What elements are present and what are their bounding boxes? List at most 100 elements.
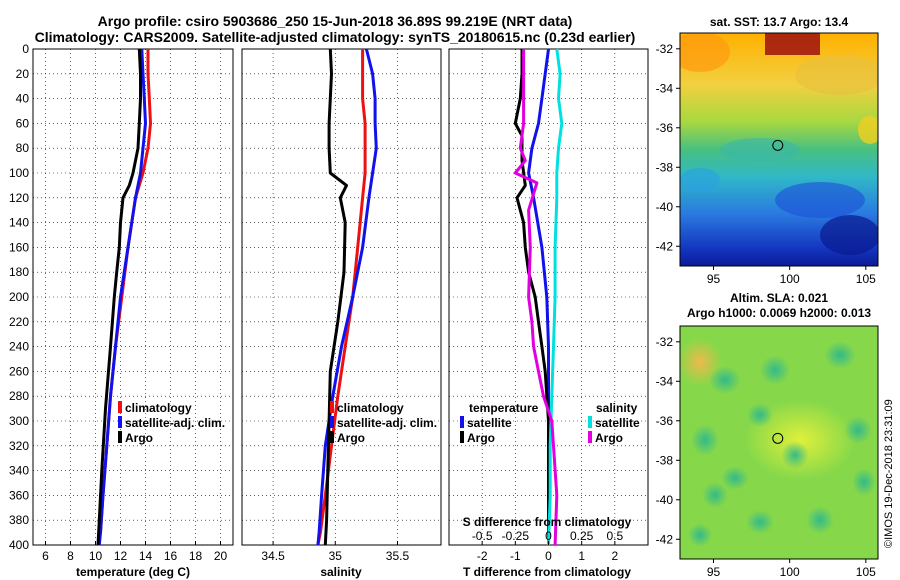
legend-swatch-argo bbox=[330, 431, 334, 443]
x-tick-label: -1 bbox=[510, 549, 521, 563]
lat-tick-label: -40 bbox=[656, 493, 674, 507]
legend-swatch-argo bbox=[118, 431, 122, 443]
sst-map: sat. SST: 13.7 Argo: 13.4 95 100 105 -32 -3… bbox=[656, 15, 879, 286]
lat-tick-label: -42 bbox=[656, 532, 674, 546]
x-tick-label: 18 bbox=[189, 549, 203, 563]
sla-map-title: Altim. SLA: 0.021 bbox=[730, 291, 828, 305]
y-tick-label: 120 bbox=[9, 191, 29, 205]
x-tick-label: 2 bbox=[611, 549, 618, 563]
legend-heading-temperature: temperature bbox=[469, 401, 539, 415]
s-diff-tick-label: 0 bbox=[545, 529, 552, 543]
x-tick-label: 16 bbox=[164, 549, 178, 563]
legend-label-satellite: satellite-adj. clim. bbox=[337, 416, 437, 430]
chart-title-line2: Climatology: CARS2009. Satellite-adjuste… bbox=[34, 29, 636, 45]
x-tick-label: 10 bbox=[89, 549, 103, 563]
x-tick-label: 1 bbox=[578, 549, 585, 563]
y-tick-label: 20 bbox=[16, 67, 30, 81]
lat-tick-label: -40 bbox=[656, 200, 674, 214]
legend-heading-salinity: salinity bbox=[596, 401, 638, 415]
y-tick-label: 0 bbox=[22, 42, 29, 56]
lon-tick-label: 100 bbox=[780, 565, 800, 579]
series-line-salinity-satellite bbox=[547, 48, 564, 546]
y-tick-label: 160 bbox=[9, 240, 29, 254]
y-tick-label: 40 bbox=[16, 92, 30, 106]
chart-title-line1: Argo profile: csiro 5903686_250 15-Jun-2… bbox=[97, 13, 573, 29]
credit-text: ©IMOS 19-Dec-2018 23:31:09 bbox=[883, 399, 895, 548]
legend-swatch-sal-argo bbox=[588, 431, 592, 443]
difference-top-x-label: S difference from climatology bbox=[463, 515, 632, 529]
legend-label-sal-argo: Argo bbox=[595, 431, 623, 445]
legend-swatch-sal-satellite bbox=[588, 416, 592, 428]
difference-legend: temperature satellite Argo salinity sate… bbox=[460, 401, 640, 445]
y-tick-label: 80 bbox=[16, 141, 30, 155]
x-tick-label: -2 bbox=[477, 549, 488, 563]
lon-tick-label: 95 bbox=[707, 565, 721, 579]
temperature-legend: climatology satellite-adj. clim. Argo bbox=[118, 401, 225, 445]
y-tick-label: 280 bbox=[9, 389, 29, 403]
lat-tick-label: -38 bbox=[656, 453, 674, 467]
series-line-salinity-argo bbox=[513, 49, 559, 546]
series-line-argo bbox=[96, 48, 142, 546]
legend-label-satellite: satellite-adj. clim. bbox=[125, 416, 225, 430]
legend-label-sal-satellite: satellite bbox=[595, 416, 640, 430]
y-tick-label: 400 bbox=[9, 538, 29, 552]
sla-image bbox=[680, 326, 878, 559]
x-tick-label: 14 bbox=[139, 549, 153, 563]
lat-tick-label: -38 bbox=[656, 160, 674, 174]
salinity-legend: climatology satellite-adj. clim. Argo bbox=[330, 401, 437, 445]
legend-label-argo: Argo bbox=[337, 431, 365, 445]
y-tick-label: 240 bbox=[9, 340, 29, 354]
legend-label-temp-argo: Argo bbox=[467, 431, 495, 445]
lat-tick-label: -36 bbox=[656, 121, 674, 135]
sla-map-subtitle: Argo h1000: 0.0069 h2000: 0.013 bbox=[687, 306, 871, 320]
y-tick-label: 220 bbox=[9, 315, 29, 329]
argo-location-marker bbox=[772, 139, 784, 151]
lon-tick-label: 100 bbox=[780, 272, 800, 286]
lat-tick-label: -42 bbox=[656, 239, 674, 253]
argo-location-marker bbox=[772, 432, 784, 444]
s-diff-tick-label: 0.25 bbox=[570, 529, 594, 543]
temperature-x-label: temperature (deg C) bbox=[76, 565, 190, 579]
legend-swatch-temp-satellite bbox=[460, 416, 464, 428]
legend-label-temp-satellite: satellite bbox=[467, 416, 512, 430]
salinity-panel: 34.5 35 35.5 salinity climatology satellit… bbox=[241, 48, 442, 579]
x-tick-label: 6 bbox=[42, 549, 49, 563]
series-line-satellite-adj-clim- bbox=[97, 48, 147, 546]
sst-image bbox=[680, 33, 878, 266]
x-tick-label: 20 bbox=[214, 549, 228, 563]
x-tick-label: 0 bbox=[545, 549, 552, 563]
difference-panel: -2 -1 0 1 2 -0.5 -0.25 0 0.25 0.5 T difference f… bbox=[448, 48, 649, 579]
legend-label-climatology: climatology bbox=[125, 401, 192, 415]
salinity-x-label: salinity bbox=[320, 565, 362, 579]
y-tick-label: 100 bbox=[9, 166, 29, 180]
series-line-temperature-argo bbox=[513, 49, 550, 545]
lat-tick-label: -34 bbox=[656, 374, 674, 388]
x-tick-label: 35 bbox=[329, 549, 343, 563]
x-tick-label: 35.5 bbox=[386, 549, 410, 563]
temperature-panel: 6 8 10 12 14 16 18 20 0 20 40 60 80 100 120 140 160 180 2… bbox=[9, 42, 234, 579]
y-tick-label: 140 bbox=[9, 216, 29, 230]
legend-label-argo: Argo bbox=[125, 431, 153, 445]
x-tick-label: 34.5 bbox=[261, 549, 285, 563]
lat-tick-label: -34 bbox=[656, 81, 674, 95]
sst-map-title: sat. SST: 13.7 Argo: 13.4 bbox=[710, 15, 849, 29]
x-tick-label: 8 bbox=[67, 549, 74, 563]
y-tick-label: 340 bbox=[9, 464, 29, 478]
legend-swatch-climatology bbox=[330, 401, 334, 413]
s-diff-tick-label: -0.25 bbox=[502, 529, 530, 543]
y-tick-label: 380 bbox=[9, 513, 29, 527]
lat-tick-label: -32 bbox=[656, 335, 674, 349]
y-tick-label: 300 bbox=[9, 414, 29, 428]
lon-tick-label: 95 bbox=[707, 272, 721, 286]
legend-swatch-satellite bbox=[118, 416, 122, 428]
y-tick-label: 320 bbox=[9, 439, 29, 453]
x-tick-label: 12 bbox=[114, 549, 128, 563]
lat-tick-label: -32 bbox=[656, 42, 674, 56]
lon-tick-label: 105 bbox=[856, 565, 876, 579]
y-tick-label: 200 bbox=[9, 290, 29, 304]
y-tick-label: 60 bbox=[16, 116, 30, 130]
y-tick-label: 260 bbox=[9, 364, 29, 378]
difference-x-label: T difference from climatology bbox=[463, 565, 631, 579]
s-diff-tick-label: 0.5 bbox=[606, 529, 623, 543]
